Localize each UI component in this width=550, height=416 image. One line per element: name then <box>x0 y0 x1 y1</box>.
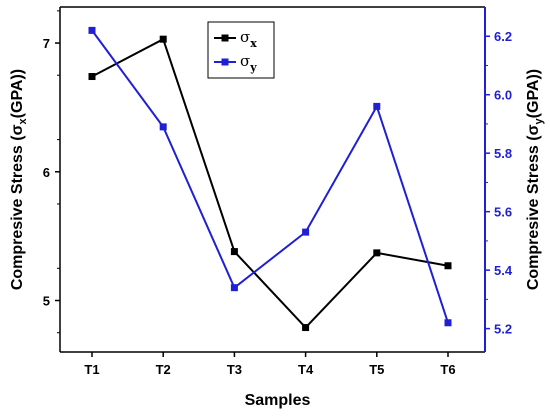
axis-titles: Samples Compresive Stress (σx(GPA)) Compre… <box>9 69 545 409</box>
x-tick-label-T6: T6 <box>440 362 455 377</box>
y-axis-right-title: Compresive Stress (σy(GPA)) <box>525 69 545 290</box>
legend-box <box>207 21 275 79</box>
point-x-T4 <box>302 324 310 332</box>
point-x-T1 <box>88 73 96 81</box>
point-y-T5 <box>373 102 381 110</box>
legend-marker-x <box>221 34 229 42</box>
series-line-y <box>91 29 449 324</box>
series-line-x <box>91 37 449 329</box>
y-right-tick-label-6.0: 6.0 <box>494 88 512 103</box>
point-y-T2 <box>159 123 167 131</box>
x-axis-title: Samples <box>245 392 311 409</box>
axes: T1 T2 T3 T4 T5 T6 5 6 7 5.2 5.4 5.6 5.8 6.0 6.2 <box>43 6 513 377</box>
point-y-T1 <box>88 26 96 34</box>
x-tick-label-T2: T2 <box>156 362 171 377</box>
legend-label-x: σx <box>240 28 257 50</box>
point-y-T4 <box>302 228 310 236</box>
x-tick-label-T5: T5 <box>369 362 384 377</box>
y-right-tick-label-5.4: 5.4 <box>494 263 513 278</box>
x-tick-label-T4: T4 <box>298 362 314 377</box>
point-y-T3 <box>230 284 238 292</box>
y-axis-left-title: Compresive Stress (σx(GPA)) <box>9 69 29 290</box>
point-x-T6 <box>444 262 452 270</box>
y-right-tick-label-6.2: 6.2 <box>494 29 512 44</box>
y-left-tick-label-5: 5 <box>43 294 50 309</box>
series-layer <box>88 26 452 332</box>
legend-marker-y <box>221 58 229 66</box>
point-x-T5 <box>373 249 381 257</box>
point-y-T6 <box>444 319 452 327</box>
y-left-tick-label-7: 7 <box>43 36 50 51</box>
point-x-T3 <box>230 248 238 256</box>
x-tick-label-T3: T3 <box>227 362 242 377</box>
y-right-tick-label-5.8: 5.8 <box>494 146 512 161</box>
legend-label-y: σy <box>240 52 257 74</box>
y-left-tick-label-6: 6 <box>43 165 50 180</box>
y-right-tick-label-5.2: 5.2 <box>494 322 512 337</box>
point-x-T2 <box>159 35 167 43</box>
y-right-tick-label-5.6: 5.6 <box>494 205 512 220</box>
x-tick-label-T1: T1 <box>84 362 99 377</box>
